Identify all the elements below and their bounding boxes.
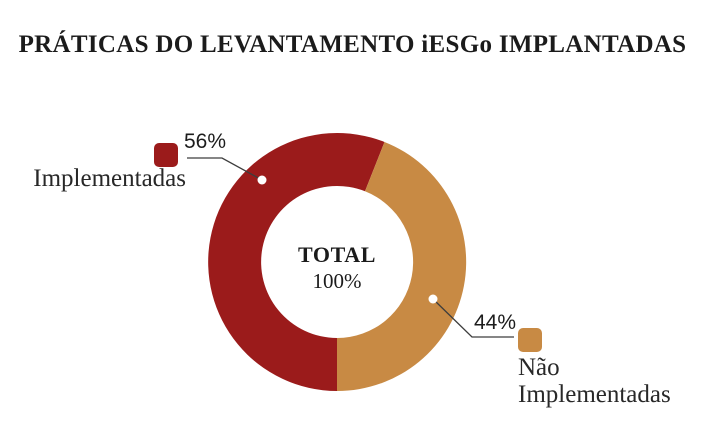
pct-label-nao-implementadas: 44% xyxy=(474,311,517,334)
series-label-nao-line1: Não xyxy=(518,354,560,381)
chart-title: PRÁTICAS DO LEVANTAMENTO iESGo IMPLANTAD… xyxy=(18,31,687,58)
donut-center-text: TOTAL 100% xyxy=(237,242,437,294)
series-label-implementadas: Implementadas xyxy=(33,165,186,192)
slice-implementadas xyxy=(208,133,385,391)
legend-swatch-implementadas xyxy=(154,143,178,167)
legend-swatch-nao-implementadas xyxy=(518,328,542,352)
center-total-value: 100% xyxy=(312,269,362,293)
center-total-label: TOTAL xyxy=(298,242,376,267)
slice-nao-implementadas xyxy=(337,142,467,392)
leader-line-nao-implementadas xyxy=(432,298,514,338)
callout-dot-nao-implementadas xyxy=(428,294,438,304)
leader-line-implementadas xyxy=(187,157,263,181)
callout-dot-implementadas xyxy=(257,175,267,185)
pct-label-implementadas: 56% xyxy=(184,130,227,153)
series-label-nao-implementadas: Não Implementadas xyxy=(518,354,671,408)
series-label-nao-line2: Implementadas xyxy=(518,381,671,408)
